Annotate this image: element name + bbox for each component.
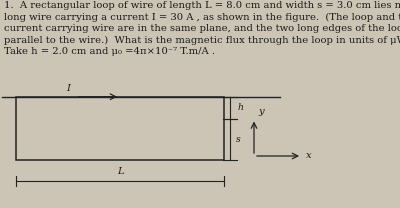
Text: 1.  A rectangular loop of wire of length L = 8.0 cm and width s = 3.0 cm lies ne: 1. A rectangular loop of wire of length … bbox=[4, 1, 400, 56]
Text: x: x bbox=[306, 151, 312, 161]
Text: h: h bbox=[238, 103, 244, 112]
Text: y: y bbox=[259, 108, 264, 116]
Text: s: s bbox=[236, 135, 241, 144]
Text: I: I bbox=[66, 84, 70, 93]
Text: L: L bbox=[117, 167, 123, 176]
Bar bbox=[16, 97, 224, 160]
